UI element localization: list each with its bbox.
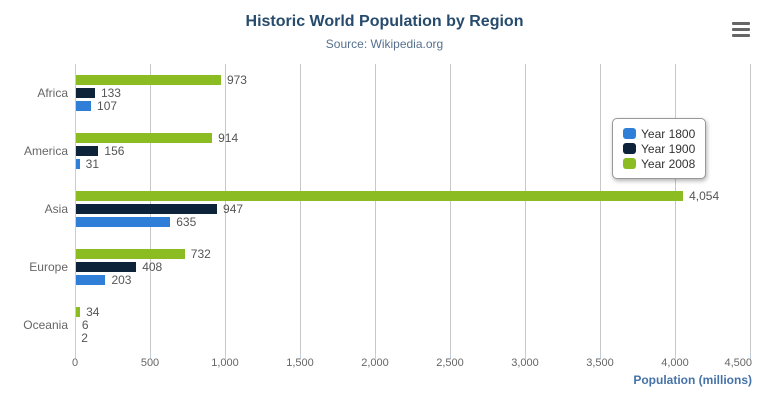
bar-africa-year-1800[interactable] <box>76 101 92 111</box>
legend-label: Year 1900 <box>641 141 696 156</box>
legend-label: Year 2008 <box>641 156 696 171</box>
bar-value-label-america-year-1800: 31 <box>85 157 99 171</box>
x-axis-label: 1,000 <box>211 357 239 369</box>
gridline-3000 <box>525 64 526 354</box>
bar-value-label-america-year-1900: 156 <box>104 144 125 158</box>
legend-item-year-1800[interactable]: Year 1800 <box>623 126 695 141</box>
legend: Year 1800 Year 1900 Year 2008 <box>612 118 707 179</box>
legend-swatch-icon <box>623 143 636 154</box>
gridline-1000 <box>225 64 226 354</box>
gridline-3500 <box>600 64 601 354</box>
bar-value-label-africa-year-1800: 107 <box>97 99 118 113</box>
bar-value-label-america-year-2008: 914 <box>218 131 239 145</box>
hamburger-icon[interactable] <box>732 22 750 39</box>
x-axis-label: 500 <box>140 357 160 369</box>
x-axis-label: 4,000 <box>661 357 689 369</box>
bar-europe-year-1800[interactable] <box>76 275 106 285</box>
legend-item-year-2008[interactable]: Year 2008 <box>623 156 695 171</box>
x-axis-tick <box>300 354 301 359</box>
bar-value-label-africa-year-1900: 133 <box>100 86 121 100</box>
x-axis-label: 0 <box>71 357 79 369</box>
x-axis-tick <box>150 354 151 359</box>
gridline-2500 <box>450 64 451 354</box>
category-label-asia: Asia <box>44 202 68 216</box>
bar-value-label-africa-year-2008: 973 <box>226 73 247 87</box>
category-label-america: America <box>23 144 68 158</box>
x-axis-label: 2,500 <box>436 357 464 369</box>
legend-item-year-1900[interactable]: Year 1900 <box>623 141 695 156</box>
bar-value-label-oceania-year-1800: 2 <box>81 331 88 345</box>
x-axis-tick <box>525 354 526 359</box>
bar-asia-year-2008[interactable] <box>76 191 684 201</box>
chart-subtitle: Source: Wikipedia.org <box>325 37 444 51</box>
x-axis-tick <box>675 354 676 359</box>
bar-africa-year-2008[interactable] <box>76 75 221 85</box>
bar-asia-year-1800[interactable] <box>76 217 171 227</box>
bar-value-label-oceania-year-1900: 6 <box>81 318 89 332</box>
x-axis-label: 1,500 <box>286 357 314 369</box>
gridline-2000 <box>375 64 376 354</box>
gridline-1500 <box>300 64 301 354</box>
x-axis-tick <box>375 354 376 359</box>
gridline-4000 <box>675 64 676 354</box>
legend-label: Year 1800 <box>641 126 696 141</box>
bar-asia-year-1900[interactable] <box>76 204 218 214</box>
gridline-4500 <box>750 64 751 354</box>
category-axis-line <box>75 64 76 354</box>
bar-value-label-europe-year-1800: 203 <box>111 273 132 287</box>
legend-swatch-icon <box>623 158 636 169</box>
x-axis-title: Population (millions) <box>633 373 752 387</box>
category-label-europe: Europe <box>29 260 68 274</box>
bar-oceania-year-2008[interactable] <box>76 307 81 317</box>
x-axis-label: 2,000 <box>361 357 389 369</box>
bar-europe-year-2008[interactable] <box>76 249 185 259</box>
x-axis-label: 4,500 <box>724 357 752 369</box>
bar-africa-year-1900[interactable] <box>76 88 95 98</box>
bar-america-year-1900[interactable] <box>76 146 99 156</box>
x-axis-tick <box>450 354 451 359</box>
x-axis-tick <box>225 354 226 359</box>
bar-america-year-1800[interactable] <box>76 159 80 169</box>
bar-europe-year-1900[interactable] <box>76 262 137 272</box>
bar-value-label-asia-year-1800: 635 <box>176 215 197 229</box>
bar-value-label-europe-year-1900: 408 <box>142 260 163 274</box>
chart-title: Historic World Population by Region <box>245 13 524 30</box>
legend-swatch-icon <box>623 128 636 139</box>
category-label-oceania: Oceania <box>23 318 68 332</box>
bar-value-label-oceania-year-2008: 34 <box>86 305 100 319</box>
x-axis-tick <box>600 354 601 359</box>
category-label-africa: Africa <box>37 86 68 100</box>
bar-value-label-asia-year-1900: 947 <box>223 202 244 216</box>
x-axis-tick <box>750 354 751 359</box>
x-axis-label: 3,500 <box>586 357 614 369</box>
bar-america-year-2008[interactable] <box>76 133 213 143</box>
x-axis-tick <box>75 354 76 359</box>
x-axis-label: 3,000 <box>511 357 539 369</box>
bar-value-label-europe-year-2008: 732 <box>190 247 211 261</box>
bar-value-label-asia-year-2008: 4,054 <box>689 189 720 203</box>
